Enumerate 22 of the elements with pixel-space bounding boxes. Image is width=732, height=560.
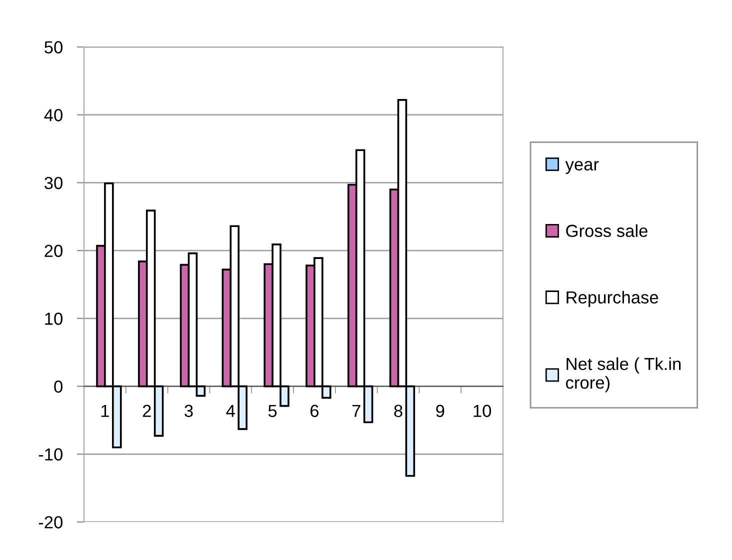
y-tick-label: -10 (38, 448, 62, 461)
y-tick-label: 40 (44, 109, 62, 122)
x-tick-label: 4 (226, 404, 235, 417)
x-tick-label: 1 (101, 404, 109, 417)
legend-label: year (565, 161, 599, 174)
x-tick-label: 5 (268, 404, 277, 418)
y-tick-label: 50 (44, 41, 62, 54)
x-tick-label: 10 (474, 404, 492, 418)
x-tick-label: 3 (184, 404, 193, 418)
x-tick-label: 9 (436, 404, 444, 418)
y-tick-label: 0 (54, 380, 62, 393)
x-tick-label: 8 (394, 404, 402, 418)
x-tick-label: 6 (310, 404, 319, 418)
y-tick-label: -20 (38, 516, 62, 528)
y-tick-label: 30 (44, 176, 62, 190)
x-tick-label: 7 (352, 404, 360, 417)
legend-label: Net sale ( Tk.in crore) (566, 357, 681, 392)
y-tick-label: 20 (44, 244, 62, 258)
legend-label: Repurchase (566, 290, 658, 308)
x-tick-label: 2 (142, 404, 151, 417)
legend-label: Gross sale (566, 224, 648, 238)
y-tick-label: 10 (45, 312, 62, 325)
